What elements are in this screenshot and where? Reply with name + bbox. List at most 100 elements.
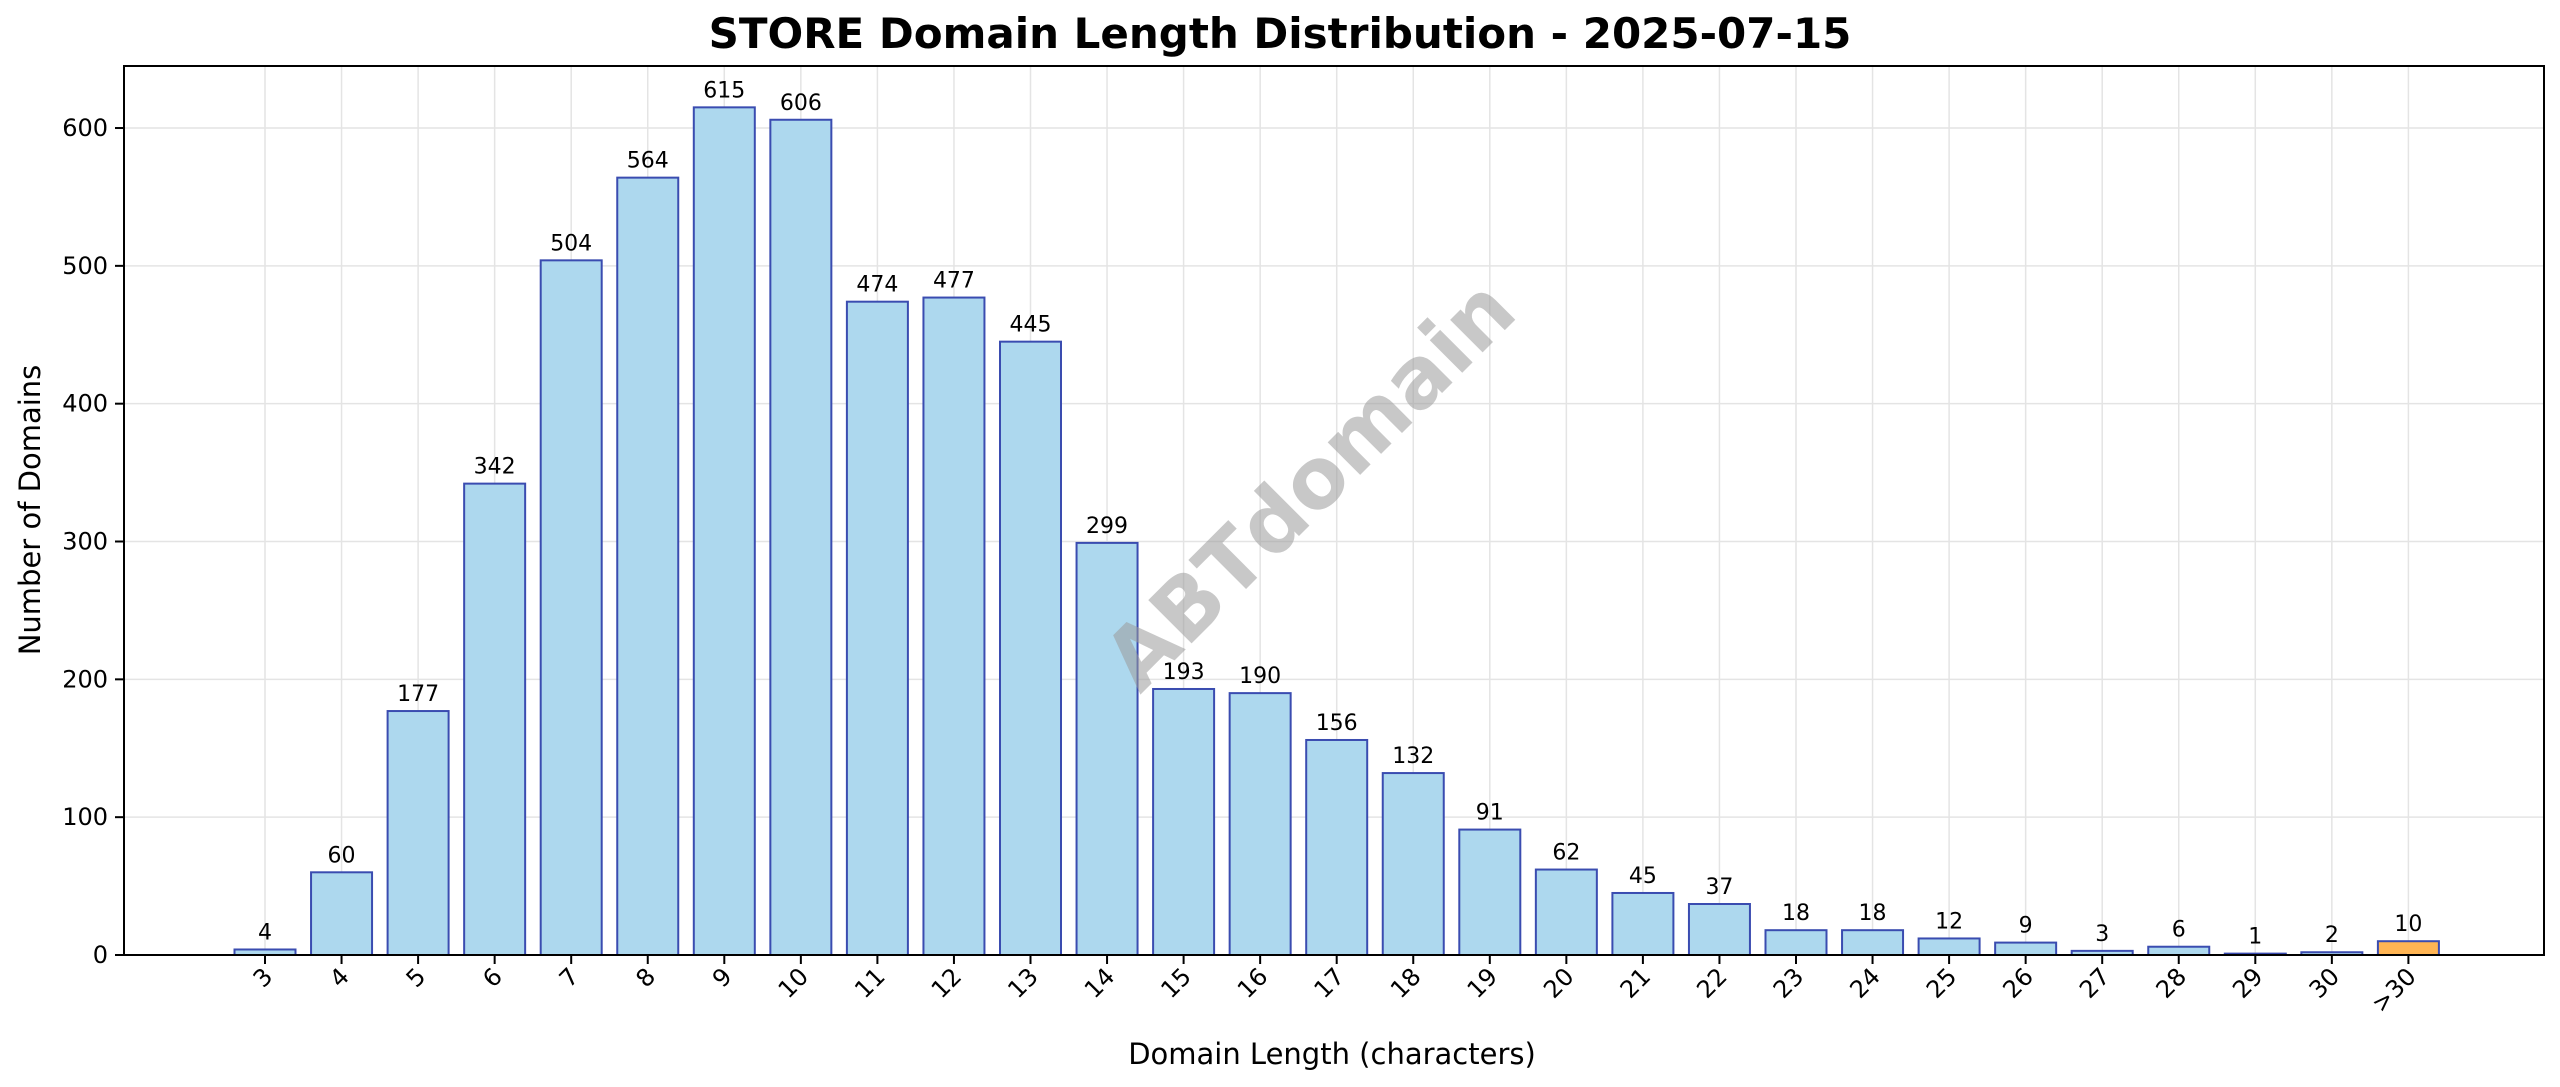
data-label-9: 615 — [703, 78, 745, 103]
data-label-7: 504 — [550, 231, 592, 256]
bar-26 — [1994, 941, 2058, 956]
x-tick-label-8: 8 — [630, 962, 661, 993]
x-tick-label-14: 14 — [1079, 962, 1120, 1003]
data-label-14: 299 — [1086, 514, 1128, 539]
x-tick-label-6: 6 — [477, 962, 508, 993]
data-label-30: 2 — [2325, 923, 2339, 948]
x-tick-label-17: 17 — [1309, 962, 1350, 1003]
bar-9 — [692, 106, 756, 957]
data-label-4: 60 — [328, 843, 356, 868]
y-axis: 0 100 200 300 400 500 600 — [62, 114, 124, 969]
bar-8 — [616, 176, 680, 957]
bar-4 — [310, 871, 374, 956]
bar-19 — [1458, 828, 1522, 956]
x-tick-label-22: 22 — [1691, 962, 1732, 1003]
data-label-23: 18 — [1782, 901, 1810, 926]
bar-5 — [386, 710, 450, 957]
y-tick-label: 600 — [62, 114, 108, 142]
data-label-5: 177 — [397, 682, 439, 707]
data-label-8: 564 — [627, 149, 669, 174]
x-tick-label-15: 15 — [1155, 962, 1196, 1003]
x-tick-label-10: 10 — [773, 962, 814, 1003]
data-label-10: 606 — [780, 91, 822, 116]
x-tick-label-19: 19 — [1462, 962, 1503, 1003]
chart-title: STORE Domain Length Distribution - 2025-… — [709, 9, 1852, 58]
data-label-17: 156 — [1316, 711, 1358, 736]
data-label-20: 62 — [1552, 841, 1580, 866]
x-tick-label-11: 11 — [849, 962, 890, 1003]
x-tick-label-21: 21 — [1615, 962, 1656, 1003]
bar-21 — [1611, 891, 1675, 956]
bar-23 — [1764, 929, 1828, 956]
x-tick-label-27: 27 — [2074, 962, 2115, 1003]
data-label-26: 9 — [2019, 914, 2033, 939]
data-label-18: 132 — [1392, 744, 1434, 769]
x-tick-label-4: 4 — [324, 962, 355, 993]
x-tick-label-7: 7 — [554, 962, 585, 993]
data-label-25: 12 — [1935, 909, 1963, 934]
bar-25 — [1917, 937, 1981, 956]
data-label-19: 91 — [1476, 801, 1504, 826]
x-tick-label-28: 28 — [2151, 962, 2192, 1003]
x-tick-label->30: >30 — [2366, 962, 2422, 1018]
data-label-16: 190 — [1239, 664, 1281, 689]
x-tick-label-24: 24 — [1844, 962, 1885, 1003]
y-tick-label: 500 — [62, 252, 108, 280]
x-tick-label-25: 25 — [1921, 962, 1962, 1003]
bar-10 — [769, 118, 833, 957]
data-label-15: 193 — [1163, 660, 1205, 685]
watermark: ABTdomain — [1085, 260, 1534, 709]
x-tick-label-3: 3 — [248, 962, 279, 993]
x-tick-label-18: 18 — [1385, 962, 1426, 1003]
bar-7 — [539, 259, 603, 956]
x-tick-label-26: 26 — [1997, 962, 2038, 1003]
bar-11 — [845, 300, 909, 957]
y-tick-label: 0 — [93, 941, 108, 969]
bar-14 — [1075, 541, 1139, 956]
y-axis-label: Number of Domains — [13, 365, 47, 656]
bar-6 — [463, 482, 527, 956]
data-label-3: 4 — [258, 920, 272, 945]
x-tick-label-9: 9 — [707, 962, 738, 993]
y-tick-label: 200 — [62, 665, 108, 693]
x-axis-label: Domain Length (characters) — [1128, 1037, 1536, 1071]
bar-20 — [1534, 868, 1598, 956]
watermark-text: ABTdomain — [1085, 260, 1534, 709]
x-tick-label-13: 13 — [1002, 962, 1043, 1003]
y-tick-label: 300 — [62, 528, 108, 556]
data-label-28: 6 — [2172, 918, 2186, 943]
bar-15 — [1152, 687, 1216, 956]
y-tick-label: 400 — [62, 390, 108, 418]
data-label->30: 10 — [2394, 912, 2422, 937]
bar-17 — [1305, 738, 1369, 956]
data-label-12: 477 — [933, 269, 975, 294]
data-label-22: 37 — [1705, 875, 1733, 900]
data-label-27: 3 — [2095, 922, 2109, 947]
x-axis: 3 4 5 6 7 8 9 10 11 12 13 14 15 16 17 18 19 20 21 22 23 24 25 2… — [248, 955, 2422, 1018]
bar-28 — [2147, 945, 2211, 956]
x-tick-label-23: 23 — [1768, 962, 1809, 1003]
data-label-11: 474 — [856, 273, 898, 298]
bar-13 — [999, 340, 1062, 956]
plot-frame — [123, 65, 2545, 956]
y-tick-label: 100 — [62, 803, 108, 831]
bar-22 — [1687, 903, 1751, 957]
bar-12 — [922, 296, 986, 957]
x-tick-label-5: 5 — [401, 962, 432, 993]
bar->30 — [2376, 940, 2440, 956]
data-label-21: 45 — [1629, 864, 1657, 889]
x-tick-label-16: 16 — [1232, 962, 1273, 1003]
data-label-6: 342 — [474, 455, 516, 480]
x-tick-label-30: 30 — [2304, 962, 2345, 1003]
x-tick-label-12: 12 — [926, 962, 967, 1003]
data-label-24: 18 — [1859, 901, 1887, 926]
bar-18 — [1381, 772, 1445, 957]
x-tick-label-20: 20 — [1538, 962, 1579, 1003]
x-tick-label-29: 29 — [2227, 962, 2268, 1003]
data-label-13: 445 — [1010, 313, 1052, 338]
bar-16 — [1228, 692, 1292, 956]
data-label-29: 1 — [2248, 925, 2262, 950]
bar-24 — [1841, 929, 1905, 956]
